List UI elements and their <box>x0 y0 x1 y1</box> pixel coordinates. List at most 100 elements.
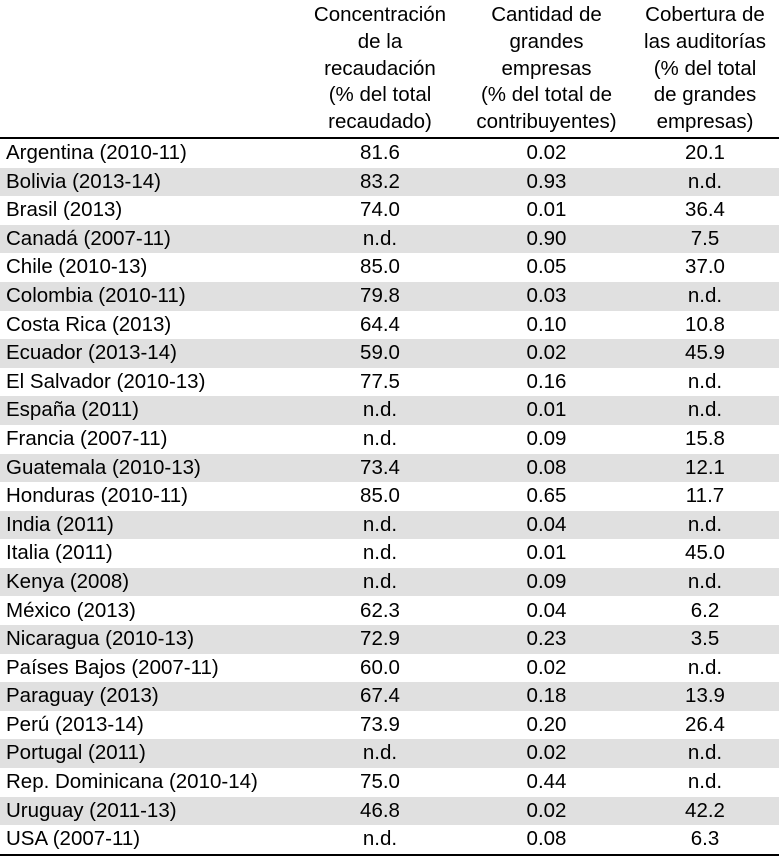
table-row: Ecuador (2013-14) 59.0 0.02 45.9 <box>0 339 779 368</box>
revenue-concentration-cell: 75.0 <box>360 770 400 794</box>
revenue-concentration-cell: 85.0 <box>360 484 400 508</box>
audit-coverage-cell: n.d. <box>687 770 723 794</box>
large-companies-cell: 0.02 <box>526 141 567 164</box>
country-cell: Países Bajos (2007-11) <box>6 655 219 679</box>
table-row: Colombia (2010-11) 79.8 0.03 n.d. <box>0 281 779 311</box>
large-companies-cell: 0.08 <box>462 825 631 856</box>
audit-coverage-cell: 13.9 <box>631 682 779 711</box>
table-row: USA (2007-11) n.d. 0.08 6.3 <box>0 825 779 856</box>
table-row: Nicaragua (2010-13) 72.9 0.23 3.5 <box>0 625 779 654</box>
country-cell: Kenya (2008) <box>0 567 298 597</box>
large-companies-cell: 0.65 <box>526 484 567 508</box>
revenue-concentration-cell: n.d. <box>362 541 398 565</box>
revenue-concentration-cell: n.d. <box>298 224 462 254</box>
header-country-column <box>0 2 298 138</box>
revenue-concentration-cell: 46.8 <box>298 796 462 826</box>
audit-coverage-cell: 45.9 <box>631 339 779 368</box>
header-line: empresas) <box>656 110 754 134</box>
audit-coverage-cell: 36.4 <box>685 198 725 222</box>
audit-coverage-cell: 15.8 <box>685 426 725 450</box>
header-line: de la <box>357 29 403 53</box>
header-line: (% del total de <box>480 83 613 107</box>
header-line: Concentración <box>313 3 447 26</box>
header-row: Concentración de la recaudación (% del t… <box>0 2 779 138</box>
table-row: India (2011) n.d. 0.04 n.d. <box>0 510 779 540</box>
table-row: Paraguay (2013) 67.4 0.18 13.9 <box>0 682 779 711</box>
table-row: Francia (2007-11) n.d. 0.09 15.8 <box>0 425 779 454</box>
revenue-concentration-cell: 81.6 <box>360 141 400 164</box>
country-cell: Rep. Dominicana (2010-14) <box>6 770 258 794</box>
table-row: Portugal (2011) n.d. 0.02 n.d. <box>0 739 779 769</box>
audit-coverage-cell: n.d. <box>687 655 723 679</box>
large-companies-cell: 0.04 <box>526 598 567 622</box>
country-cell: Uruguay (2011-13) <box>0 796 298 826</box>
table-row: Uruguay (2011-13) 46.8 0.02 42.2 <box>0 796 779 826</box>
country-cell: India (2011) <box>0 510 298 540</box>
large-companies-cell: 0.44 <box>526 770 567 794</box>
table-row: Argentina (2010-11) 81.6 0.02 20.1 <box>0 138 779 168</box>
large-companies-cell: 0.90 <box>462 224 631 254</box>
header-line: grandes <box>509 29 584 53</box>
audit-coverage-cell: 37.0 <box>685 255 725 279</box>
large-companies-cell: 0.20 <box>526 712 567 736</box>
revenue-concentration-cell: 64.4 <box>360 312 400 336</box>
large-companies-cell: 0.08 <box>462 453 631 483</box>
audit-coverage-cell: n.d. <box>631 396 779 425</box>
country-cell: México (2013) <box>6 598 136 622</box>
table-row: México (2013) 62.3 0.04 6.2 <box>0 596 779 625</box>
country-cell: Canadá (2007-11) <box>0 224 298 254</box>
country-cell: Costa Rica (2013) <box>6 312 172 336</box>
audit-coverage-cell: 6.3 <box>631 825 779 856</box>
large-companies-cell: 0.01 <box>526 541 567 565</box>
large-companies-cell: 0.01 <box>462 396 631 425</box>
country-cell: Portugal (2011) <box>0 739 298 769</box>
revenue-concentration-cell: 73.4 <box>298 453 462 483</box>
large-companies-cell: 0.93 <box>462 167 631 197</box>
country-cell: Perú (2013-14) <box>6 712 144 736</box>
header-line: recaudación <box>324 56 436 80</box>
large-companies-cell: 0.02 <box>526 655 567 679</box>
header-revenue-concentration: Concentración de la recaudación (% del t… <box>298 2 462 138</box>
country-cell: Honduras (2010-11) <box>6 484 188 508</box>
country-cell: Francia (2007-11) <box>6 426 168 450</box>
large-companies-cell: 0.23 <box>462 625 631 654</box>
country-cell: Argentina (2010-11) <box>6 141 187 164</box>
revenue-concentration-cell: 77.5 <box>360 369 400 393</box>
table-header: Concentración de la recaudación (% del t… <box>0 2 779 138</box>
audit-coverage-cell: 11.7 <box>685 484 725 508</box>
header-audit-coverage: Cobertura de las auditorías (% del total… <box>631 2 779 138</box>
country-cell: Italia (2011) <box>6 541 113 565</box>
large-companies-cell: 0.16 <box>526 369 567 393</box>
country-cell: Brasil (2013) <box>6 198 123 222</box>
revenue-concentration-cell: n.d. <box>362 426 398 450</box>
header-line: (% del total <box>328 83 432 107</box>
revenue-concentration-cell: n.d. <box>298 567 462 597</box>
country-cell: Nicaragua (2010-13) <box>0 625 298 654</box>
table-row: Kenya (2008) n.d. 0.09 n.d. <box>0 567 779 597</box>
table-row: Guatemala (2010-13) 73.4 0.08 12.1 <box>0 453 779 483</box>
revenue-concentration-cell: 72.9 <box>298 625 462 654</box>
table-row: El Salvador (2010-13) 77.5 0.16 n.d. <box>0 368 779 397</box>
country-cell: El Salvador (2010-13) <box>6 369 206 393</box>
audit-coverage-cell: n.d. <box>631 167 779 197</box>
audit-coverage-cell: n.d. <box>631 281 779 311</box>
table-row: Brasil (2013) 74.0 0.01 36.4 <box>0 196 779 225</box>
large-companies-cell: 0.18 <box>462 682 631 711</box>
header-large-companies: Cantidad de grandes empresas (% del tota… <box>462 2 631 138</box>
header-line: de grandes <box>653 83 757 107</box>
large-companies-cell: 0.05 <box>526 255 567 279</box>
audit-coverage-cell: 42.2 <box>631 796 779 826</box>
audit-coverage-cell: n.d. <box>687 369 723 393</box>
large-companies-cell: 0.04 <box>462 510 631 540</box>
audit-coverage-cell: 12.1 <box>631 453 779 483</box>
table-row: Honduras (2010-11) 85.0 0.65 11.7 <box>0 482 779 511</box>
country-cell: Chile (2010-13) <box>6 255 148 279</box>
country-cell: España (2011) <box>0 396 298 425</box>
large-companies-cell: 0.01 <box>526 198 567 222</box>
country-cell: Ecuador (2013-14) <box>0 339 298 368</box>
audit-coverage-cell: n.d. <box>631 510 779 540</box>
country-cell: Bolivia (2013-14) <box>0 167 298 197</box>
revenue-concentration-cell: 67.4 <box>298 682 462 711</box>
